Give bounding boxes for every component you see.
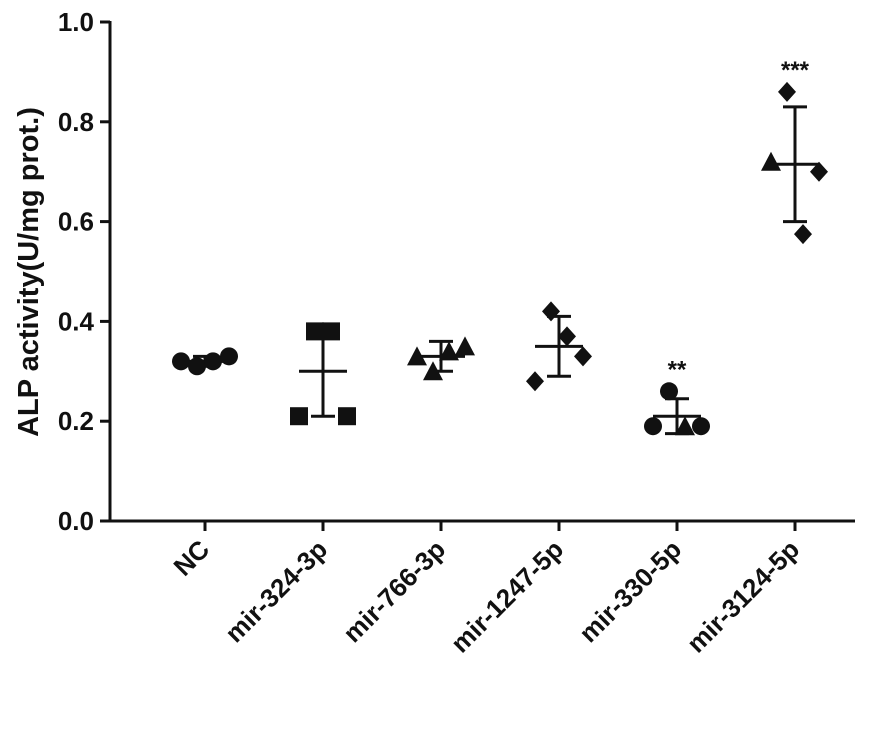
significance: *** [781, 57, 810, 84]
data-point [188, 357, 206, 376]
data-point [306, 322, 324, 341]
data-point [558, 326, 576, 347]
data-point [778, 81, 796, 102]
significance: ** [668, 356, 687, 383]
y-tick-label: 0.0 [58, 506, 94, 536]
data-point [761, 151, 781, 171]
x-tick-label: NC [167, 534, 215, 582]
y-tick-label: 0.4 [58, 306, 95, 336]
data-point [338, 407, 356, 426]
x-tick-label: mir-766-3p [337, 534, 451, 648]
y-axis-label: ALP activity(U/mg prot.) [13, 107, 45, 437]
data-point [526, 371, 544, 392]
y-tick-label: 0.8 [58, 107, 94, 137]
data-point [407, 346, 427, 366]
x-tick-label: mir-3124-5p [681, 534, 805, 658]
y-tick-label: 1.0 [58, 7, 94, 37]
x-tick-label: mir-330-5p [573, 534, 687, 648]
data-point [220, 347, 238, 366]
data-point [794, 224, 812, 245]
data-point [439, 341, 459, 361]
data-point [675, 416, 695, 436]
y-tick-label: 0.2 [58, 406, 94, 436]
data-point [172, 352, 190, 371]
data-point [423, 361, 443, 381]
data-point [204, 352, 222, 371]
data-point [322, 322, 340, 341]
data-point [542, 301, 560, 322]
x-tick-label: mir-1247-5p [445, 534, 569, 658]
y-tick-label: 0.6 [58, 207, 94, 237]
data-point [574, 346, 592, 367]
data-point [810, 161, 828, 182]
data-point [290, 407, 308, 426]
data-point [692, 417, 710, 436]
data-point [660, 382, 678, 401]
x-tick-label: mir-324-3p [219, 534, 333, 648]
data-point [455, 336, 475, 356]
data-point [644, 417, 662, 436]
